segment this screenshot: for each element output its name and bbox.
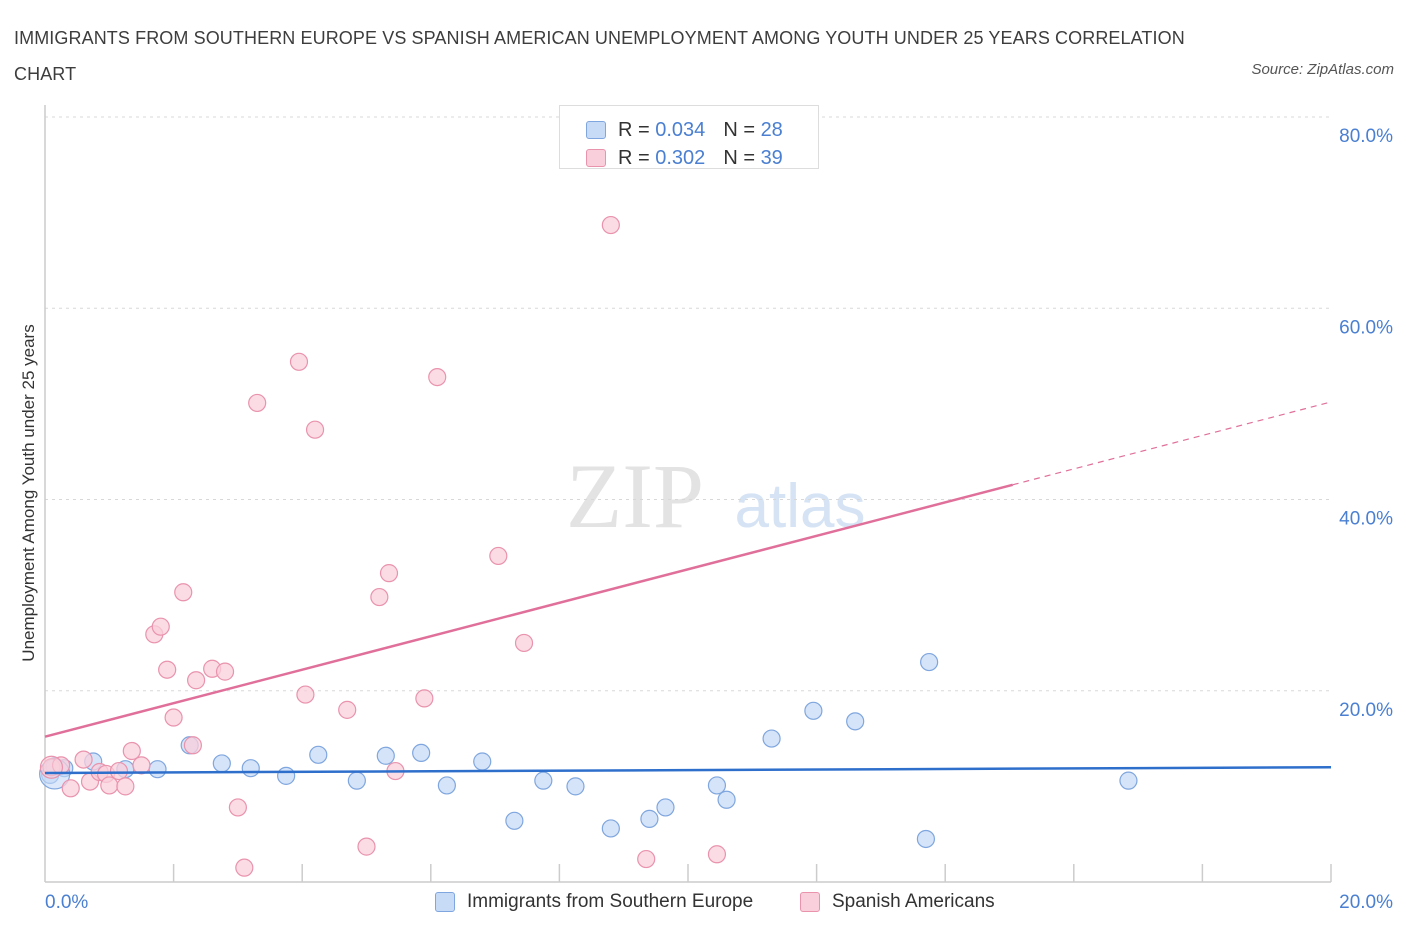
correlation-legend: R = 0.034 N = 28 R = 0.302 N = 39 xyxy=(559,105,819,169)
point-spanish xyxy=(289,352,309,371)
point-spanish xyxy=(132,756,151,775)
r-value: 0.302 xyxy=(655,146,706,169)
point-spanish xyxy=(174,583,193,602)
point-spanish xyxy=(296,685,315,704)
point-immigrants xyxy=(707,776,727,795)
axes xyxy=(44,105,1332,883)
y-tick-label: 40.0% xyxy=(1339,509,1393,530)
point-spanish xyxy=(109,761,129,781)
point-immigrants xyxy=(566,777,585,796)
point-spanish xyxy=(151,617,170,636)
point-spanish-cluster xyxy=(39,755,64,779)
tick-labels: 20.0% 40.0% 60.0% 80.0% 0.0% 20.0% xyxy=(45,126,1393,913)
y-axis-label: Unemployment Among Youth under 25 years xyxy=(19,324,38,661)
watermark-zip: ZIP xyxy=(566,445,704,547)
n-value: 39 xyxy=(760,146,783,169)
point-immigrants xyxy=(846,712,865,731)
point-immigrants xyxy=(437,776,456,795)
r-label: R = xyxy=(618,146,650,169)
trend-line-immigrants xyxy=(44,766,1332,775)
point-spanish xyxy=(164,708,183,727)
point-immigrants xyxy=(804,701,823,720)
point-immigrants xyxy=(277,766,296,785)
point-spanish xyxy=(61,779,80,798)
point-immigrants xyxy=(762,729,781,748)
point-immigrants xyxy=(212,754,231,773)
point-immigrants xyxy=(148,760,167,779)
legend-label-immigrants: Immigrants from Southern Europe xyxy=(467,891,754,912)
point-immigrants xyxy=(376,746,395,765)
point-spanish xyxy=(187,671,206,690)
legend-label-spanish: Spanish Americans xyxy=(832,891,995,912)
y-tick-label: 80.0% xyxy=(1339,126,1393,147)
x-tick-label: 20.0% xyxy=(1339,892,1393,913)
point-spanish xyxy=(158,660,177,679)
point-spanish xyxy=(514,633,534,653)
source-attribution: Source: ZipAtlas.com xyxy=(1251,61,1394,78)
point-spanish xyxy=(707,845,727,864)
trend-line-spanish-extrapolated xyxy=(1012,401,1332,486)
point-immigrants xyxy=(920,652,939,672)
point-spanish xyxy=(116,777,135,796)
point-spanish xyxy=(100,776,119,795)
point-spanish xyxy=(370,587,389,607)
point-immigrants xyxy=(717,790,736,809)
point-immigrants xyxy=(241,759,260,778)
y-tick-label: 60.0% xyxy=(1339,317,1393,338)
point-spanish xyxy=(338,700,357,719)
point-spanish xyxy=(305,420,325,439)
legend-item-immigrants: Immigrants from Southern Europe xyxy=(435,889,753,915)
point-immigrants xyxy=(640,809,659,828)
trend-line-spanish xyxy=(44,483,1014,738)
point-immigrants xyxy=(347,771,366,790)
point-spanish xyxy=(74,750,93,769)
n-value: 28 xyxy=(760,118,783,141)
x-tick-label: 0.0% xyxy=(45,892,88,913)
point-spanish xyxy=(357,837,376,856)
legend-row-spanish: R = 0.302 N = 39 xyxy=(586,145,783,171)
r-label: R = xyxy=(618,118,650,141)
n-label: N = xyxy=(723,118,755,141)
point-spanish xyxy=(228,798,247,817)
point-immigrants xyxy=(309,745,328,764)
legend-swatch-pink xyxy=(800,892,820,912)
point-immigrants xyxy=(656,798,675,817)
point-immigrants xyxy=(412,743,431,763)
legend-swatch-blue xyxy=(435,892,455,912)
r-value: 0.034 xyxy=(655,118,706,141)
point-spanish xyxy=(215,662,235,681)
point-immigrants xyxy=(505,811,524,830)
point-spanish xyxy=(248,393,267,413)
watermark: ZIP atlas xyxy=(566,445,865,547)
point-immigrants xyxy=(534,771,553,790)
y-tick-label: 20.0% xyxy=(1339,700,1393,721)
legend-swatch-blue xyxy=(586,121,606,139)
point-spanish xyxy=(379,564,399,583)
n-label: N = xyxy=(723,146,755,169)
chart-title: IMMIGRANTS FROM SOUTHERN EUROPE VS SPANI… xyxy=(14,28,1185,84)
point-spanish xyxy=(601,215,620,235)
point-spanish xyxy=(428,368,447,387)
watermark-atlas: atlas xyxy=(735,472,866,541)
point-spanish xyxy=(122,741,141,761)
point-spanish xyxy=(415,689,434,708)
point-spanish xyxy=(637,849,656,869)
gridlines xyxy=(45,116,1331,692)
point-immigrants xyxy=(473,752,492,771)
legend-row-immigrants: R = 0.034 N = 28 xyxy=(586,117,783,143)
point-spanish xyxy=(183,736,202,755)
point-spanish xyxy=(235,858,254,877)
point-immigrants xyxy=(916,829,936,849)
legend-item-spanish: Spanish Americans xyxy=(800,889,995,915)
point-immigrants xyxy=(601,819,620,838)
point-immigrants xyxy=(1119,771,1138,790)
point-spanish xyxy=(489,546,508,566)
legend-swatch-pink xyxy=(586,149,606,167)
trend-lines xyxy=(44,401,1332,775)
